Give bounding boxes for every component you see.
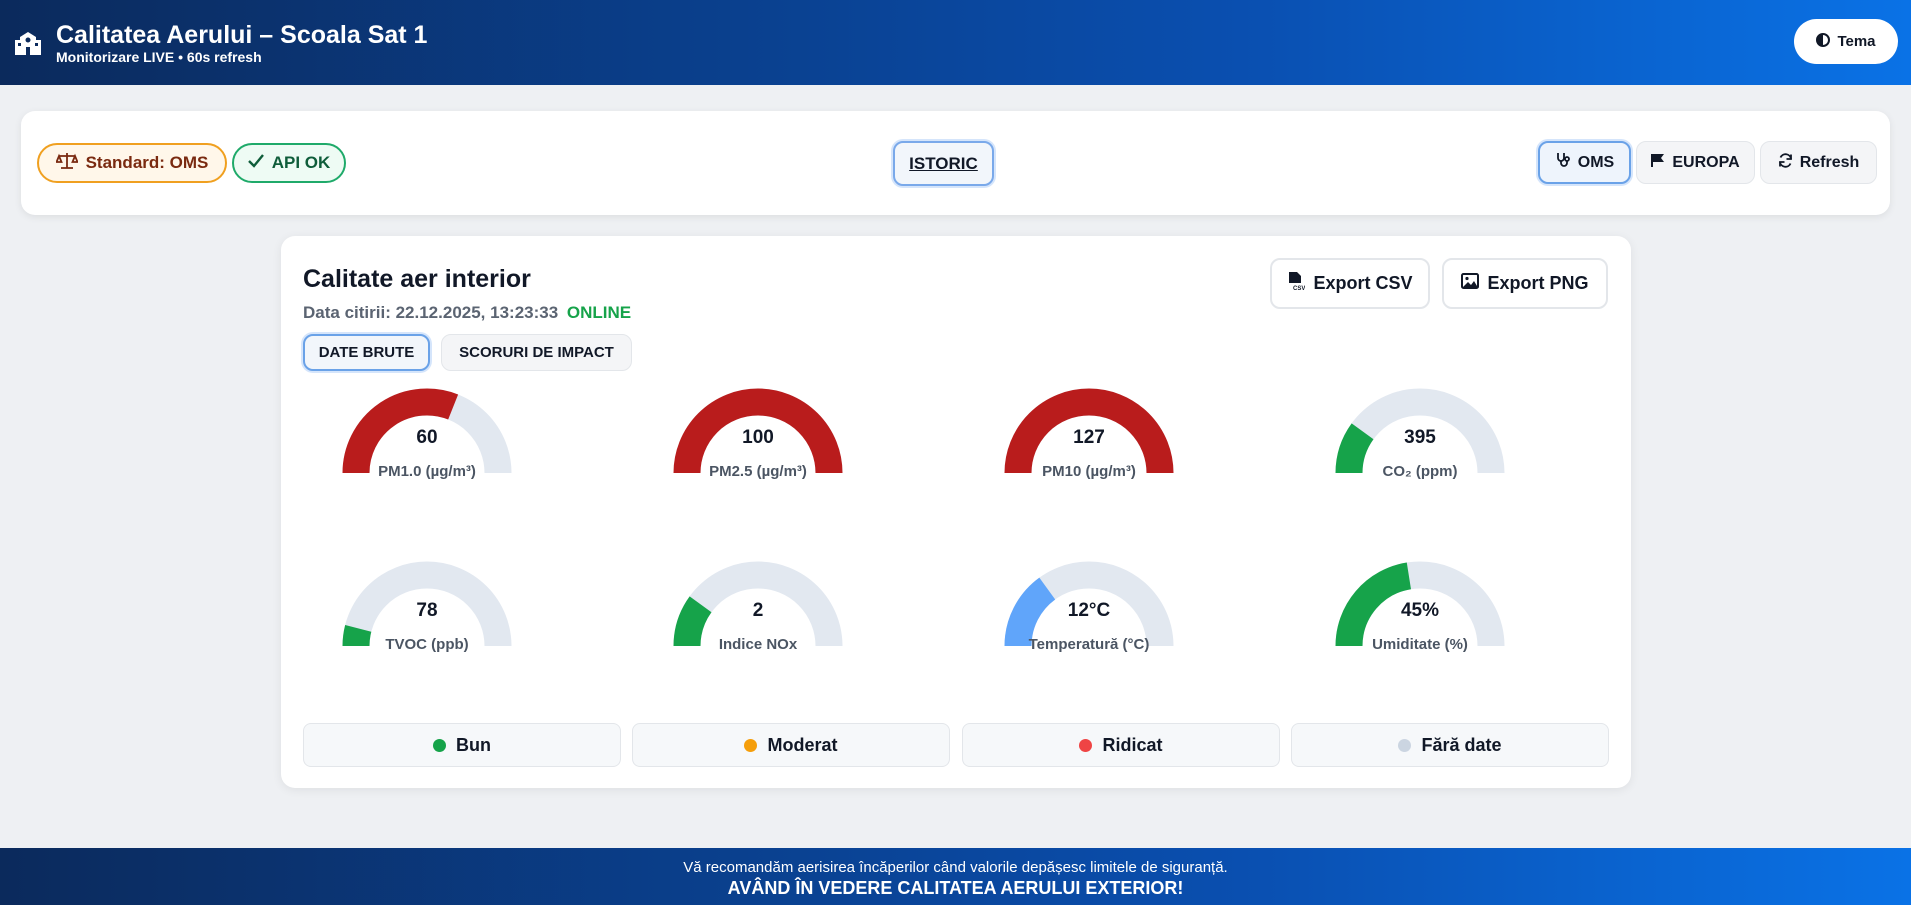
gauge-label: Umiditate (%) (1372, 636, 1468, 653)
legend-moderate: Moderat (632, 723, 950, 767)
gauge-value: 127 (1073, 427, 1105, 448)
legend-high: Ridicat (962, 723, 1280, 767)
gauge-fill (1335, 562, 1412, 647)
gauge-fill (1335, 423, 1374, 474)
gauge-value: 100 (742, 427, 774, 448)
tab-raw-data[interactable]: DATE BRUTE (303, 334, 430, 371)
tvoc-gauge: 78 TVOC (ppb) (327, 547, 527, 667)
gauge-label: TVOC (ppb) (385, 636, 469, 653)
legend-dot (1079, 738, 1093, 752)
refresh-icon (1778, 152, 1793, 173)
pm1-gauge: 60 PM1.0 (µg/m³) (327, 374, 527, 494)
svg-text:CSV: CSV (1293, 286, 1305, 291)
gauge-arc (673, 388, 843, 474)
footer-warning: AVÂND ÎN VEDERE CALITATEA AERULUI EXTERI… (727, 878, 1184, 898)
card-title: Calitate aer interior (303, 265, 531, 293)
gauge-arc (673, 561, 843, 647)
school-building-icon (14, 29, 42, 57)
api-status-badge: API OK (232, 143, 346, 183)
legend-no-data: Fără date (1291, 723, 1609, 767)
standard-badge: Standard: OMS (37, 143, 227, 183)
gauge-fill (342, 624, 372, 647)
legend-dot (1398, 738, 1412, 752)
co2-gauge: 395 CO₂ (ppm) (1320, 374, 1520, 494)
gauge-label: CO₂ (ppm) (1382, 463, 1458, 480)
balance-scale-icon (54, 152, 79, 175)
gauge-fill (342, 388, 459, 474)
gauge-arc (1004, 561, 1174, 647)
csv-file-icon: CSV (1287, 271, 1306, 296)
stethoscope-icon (1555, 152, 1571, 173)
gauge-value: 2 (752, 600, 764, 621)
recommendation-footer: Vă recomandăm aerisirea încăperilor când… (0, 848, 1911, 905)
page-title: Calitatea Aerului – Scoala Sat 1 (56, 20, 428, 49)
gauge-value: 395 (1404, 427, 1436, 448)
gauge-value: 45% (1400, 600, 1440, 621)
refresh-button[interactable]: Refresh (1760, 141, 1877, 184)
image-icon (1461, 273, 1480, 294)
gauge-value: 60 (416, 427, 438, 448)
gauge-value: 78 (416, 600, 438, 621)
export-csv-button[interactable]: CSV Export CSV (1270, 258, 1430, 309)
gauge-label: PM1.0 (µg/m³) (378, 463, 476, 480)
toolbar-card: Standard: OMS API OK ISTORIC OMS EUROPA … (21, 111, 1890, 215)
gauge-arc (1335, 388, 1505, 474)
contrast-icon (1816, 32, 1831, 51)
legend-dot (744, 738, 758, 752)
legend-good: Bun (303, 723, 621, 767)
gauge-arc (1004, 388, 1174, 474)
pm10-gauge: 127 PM10 (µg/m³) (989, 374, 1189, 494)
history-button[interactable]: ISTORIC (893, 141, 994, 186)
app-header: Calitatea Aerului – Scoala Sat 1 Monitor… (0, 0, 1911, 85)
temperature-gauge: 12°C Temperatură (°C) (989, 547, 1189, 667)
europa-standard-button[interactable]: EUROPA (1636, 141, 1755, 184)
gauge-fill (1004, 388, 1174, 474)
reading-date: Data citirii: 22.12.2025, 13:23:33 ONLIN… (303, 303, 632, 322)
humidity-gauge: 45% Umiditate (%) (1320, 547, 1520, 667)
flag-icon (1651, 153, 1665, 173)
oms-standard-button[interactable]: OMS (1538, 141, 1631, 184)
gauge-label: Temperatură (°C) (1028, 636, 1150, 653)
online-status: ONLINE (566, 303, 632, 322)
footer-recommendation: Vă recomandăm aerisirea încăperilor când… (683, 859, 1228, 876)
gauge-track (342, 561, 512, 647)
theme-label: Tema (1837, 33, 1876, 50)
gauge-arc (342, 561, 512, 647)
gauge-label: Indice NOx (718, 636, 798, 653)
theme-toggle-button[interactable]: Tema (1794, 19, 1898, 64)
gauge-fill (673, 388, 843, 474)
gauge-arc (342, 388, 512, 474)
nox-gauge: 2 Indice NOx (658, 547, 858, 667)
export-png-button[interactable]: Export PNG (1442, 258, 1608, 309)
gauge-value: 12°C (1067, 600, 1111, 621)
gauge-fill (1004, 577, 1056, 647)
page-subtitle: Monitorizare LIVE • 60s refresh (56, 48, 262, 65)
pm25-gauge: 100 PM2.5 (µg/m³) (658, 374, 858, 494)
gauge-fill (673, 596, 712, 647)
check-icon (247, 153, 264, 173)
gauge-label: PM10 (µg/m³) (1042, 463, 1136, 480)
gauge-label: PM2.5 (µg/m³) (709, 463, 807, 480)
indoor-air-card: Calitate aer interior Data citirii: 22.1… (281, 236, 1631, 788)
tab-impact-scores[interactable]: SCORURI DE IMPACT (441, 334, 632, 371)
gauge-arc (1335, 561, 1505, 647)
legend-dot (433, 738, 446, 752)
